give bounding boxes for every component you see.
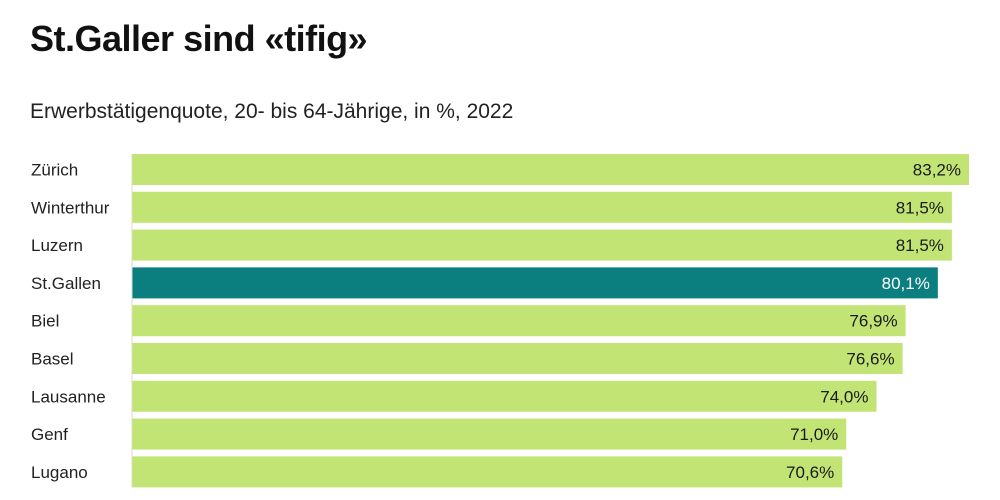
category-label-genf: Genf	[31, 425, 68, 444]
bar-row-st-gallen: St.Gallen 80,1%	[31, 267, 938, 299]
bar-luzern	[132, 229, 952, 261]
bar-winterthur	[132, 191, 952, 223]
bar-genf	[132, 418, 847, 450]
category-label-lugano: Lugano	[31, 463, 88, 482]
bar-lugano	[132, 456, 843, 488]
chart-subtitle: Erwerbstätigenquote, 20- bis 64-Jährige,…	[30, 100, 514, 123]
value-label-z-rich: 83,2%	[913, 161, 961, 180]
bar-row-winterthur: Winterthur 81,5%	[31, 191, 952, 223]
bar-basel	[132, 343, 903, 374]
bar-row-biel: Biel 76,9%	[31, 305, 906, 337]
bar-row-lausanne: Lausanne 74,0%	[31, 380, 877, 412]
value-label-luzern: 81,5%	[896, 236, 944, 255]
value-label-winterthur: 81,5%	[896, 198, 944, 217]
bar-row-basel: Basel 76,6%	[31, 343, 903, 374]
value-label-st-gallen: 80,1%	[882, 274, 930, 293]
bar-row-lugano: Lugano 70,6%	[31, 456, 843, 488]
bar-lausanne	[132, 380, 877, 412]
value-label-lausanne: 74,0%	[820, 387, 868, 406]
bar-row-genf: Genf 71,0%	[31, 418, 847, 450]
category-label-st-gallen: St.Gallen	[31, 274, 101, 293]
bar-row-z-rich: Zürich 83,2%	[31, 154, 969, 185]
bar-z-rich	[132, 154, 969, 185]
category-label-biel: Biel	[31, 312, 59, 331]
value-label-genf: 71,0%	[790, 425, 838, 444]
category-label-basel: Basel	[31, 350, 74, 369]
value-label-lugano: 70,6%	[786, 463, 834, 482]
bar-biel	[132, 305, 906, 337]
value-label-biel: 76,9%	[849, 312, 897, 331]
chart-title: St.Galler sind «tifig»	[30, 18, 368, 59]
category-label-lausanne: Lausanne	[31, 387, 106, 406]
bar-st-gallen	[132, 267, 938, 299]
category-label-luzern: Luzern	[31, 236, 83, 255]
bar-row-luzern: Luzern 81,5%	[31, 229, 952, 261]
value-label-basel: 76,6%	[846, 350, 894, 369]
category-label-z-rich: Zürich	[31, 161, 78, 180]
category-label-winterthur: Winterthur	[31, 198, 110, 217]
